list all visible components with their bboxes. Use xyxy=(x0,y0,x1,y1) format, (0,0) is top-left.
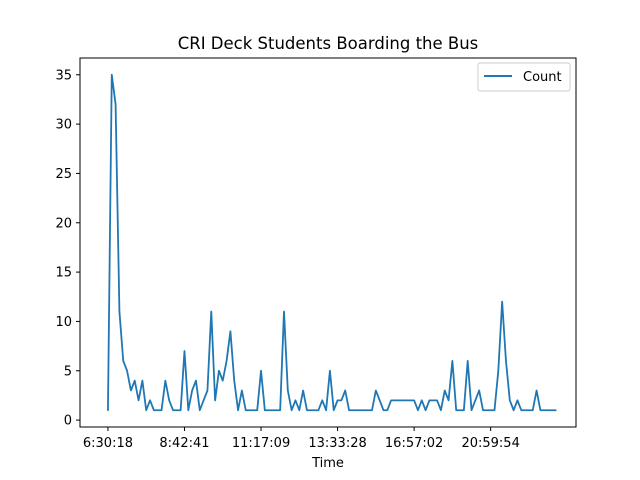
series-line-count xyxy=(107,73,557,412)
legend: Count xyxy=(477,62,571,92)
y-tick-label: 0 xyxy=(64,414,72,429)
x-tick-label: 11:17:09 xyxy=(232,436,290,451)
x-tick-label: 13:33:28 xyxy=(308,436,366,451)
legend-label-count: Count xyxy=(523,70,562,85)
y-tick-label: 5 xyxy=(64,364,72,379)
legend-box xyxy=(477,62,571,92)
x-tick-label: 6:30:18 xyxy=(83,436,133,451)
y-tick-label: 15 xyxy=(55,266,72,281)
x-tick-label: 16:57:02 xyxy=(385,436,443,451)
plot-area: 0 5 10 15 20 25 30 35 6:30:18 8:42:41 11:17:09 13:3… xyxy=(55,57,577,451)
y-tick-label: 30 xyxy=(55,118,72,133)
x-tick-label: 8:42:41 xyxy=(159,436,209,451)
x-axis-label: Time xyxy=(311,456,344,471)
y-tick-label: 20 xyxy=(55,216,72,231)
y-tick-label: 10 xyxy=(55,315,72,330)
y-tick-label: 35 xyxy=(55,68,72,83)
axes-frame xyxy=(79,57,577,428)
y-tick-label: 25 xyxy=(55,167,72,182)
x-tick-label: 20:59:54 xyxy=(461,436,519,451)
chart-title: CRI Deck Students Boarding the Bus xyxy=(178,34,479,53)
